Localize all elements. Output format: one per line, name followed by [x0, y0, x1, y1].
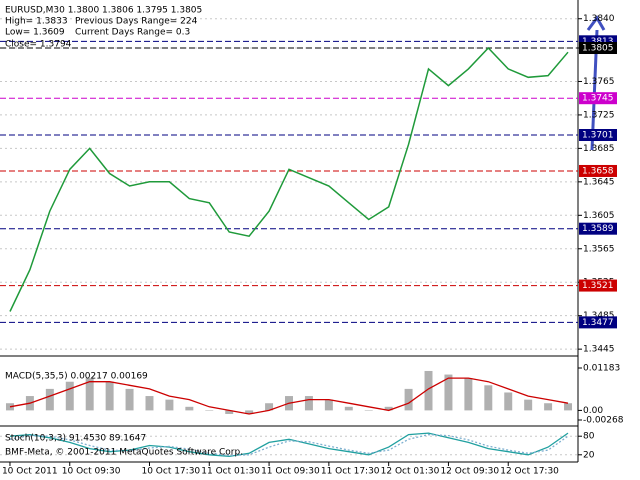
x-tick-label: 12 Oct 09:30 [440, 467, 499, 477]
y-tick-label: 1.3765 [583, 77, 615, 87]
bar [185, 406, 194, 411]
x-tick-label: 10 Oct 17:30 [141, 467, 200, 477]
y-tick-label: 1.3645 [583, 177, 615, 187]
y-tick-label: 1.3605 [583, 211, 615, 221]
annotation: Low= 1.3609 [5, 28, 65, 38]
bar [484, 385, 493, 411]
annotation: High= 1.3833 [5, 17, 68, 27]
x-tick-label: 10 Oct 2011 [2, 467, 58, 477]
level-label: 1.3658 [582, 166, 614, 176]
y-tick-label: 20 [583, 450, 595, 460]
level-label-box [579, 129, 617, 142]
annotation: Close= 1.3794 [5, 40, 72, 50]
series-line [9, 432, 569, 458]
level-label: 1.3745 [582, 94, 614, 104]
bar [404, 388, 413, 411]
bar [464, 378, 473, 411]
level-label-box [579, 316, 617, 329]
y-tick-label: 1.3445 [583, 345, 615, 355]
bar [165, 399, 174, 411]
level-label: 1.3477 [582, 318, 614, 328]
y-tick-label: 0.00 [583, 406, 603, 416]
annotation: Current Days Range= 0.3 [75, 28, 190, 38]
x-tick-label: 11 Oct 01:30 [201, 467, 260, 477]
bar [45, 388, 54, 411]
level-label: 1.3805 [582, 44, 614, 54]
level-label-box [579, 42, 617, 55]
bar [364, 410, 373, 411]
panel-title: EURUSD,M30 1.3800 1.3806 1.3795 1.3805 [5, 6, 202, 16]
x-tick-label: 11 Oct 09:30 [261, 467, 320, 477]
level-label: 1.3813 [582, 37, 614, 47]
bar [344, 406, 353, 411]
y-tick-label: 80 [583, 432, 595, 442]
level-label: 1.3521 [582, 281, 614, 291]
bar [265, 403, 274, 411]
bar [564, 403, 573, 411]
x-tick-label: 10 Oct 09:30 [62, 467, 121, 477]
y-tick-label: 1.3685 [583, 144, 615, 154]
bar [145, 396, 154, 411]
y-tick-label: 1.3485 [583, 311, 615, 321]
series-line [9, 377, 569, 415]
panel-title: MACD(5,35,5) 0.00217 0.00169 [5, 372, 148, 382]
bar [524, 399, 533, 411]
bar [105, 381, 114, 411]
bar [504, 392, 513, 411]
panel-title: Stoch(10,3,3) 91.4530 89.1647 [5, 434, 146, 444]
bar [125, 388, 134, 411]
y-tick-label: 1.3565 [583, 244, 615, 254]
y-tick-label: 1.3725 [583, 110, 615, 120]
series-line [9, 433, 569, 457]
level-label: 1.3701 [582, 131, 614, 141]
bar [444, 374, 453, 411]
bar [304, 396, 313, 411]
footer: BMF-Meta, © 2001-2011 MetaQuotes Softwar… [5, 448, 243, 458]
annotation: Previous Days Range= 224 [75, 17, 198, 27]
bar [205, 410, 214, 411]
x-tick-label: 12 Oct 01:30 [381, 467, 440, 477]
level-label-box [579, 279, 617, 292]
bar [85, 378, 94, 411]
level-label-box [579, 164, 617, 177]
x-tick-label: 12 Oct 17:30 [500, 467, 559, 477]
bar [384, 406, 393, 411]
y-tick-label: -0.00268 [583, 416, 624, 426]
bar [245, 410, 254, 414]
bar [544, 403, 553, 411]
y-tick-label: 1.3840 [583, 14, 615, 24]
bar [225, 410, 234, 414]
bar [424, 370, 433, 411]
y-tick-label: 0.01183 [583, 364, 620, 374]
level-label-box [579, 222, 617, 235]
series-line [9, 46, 569, 312]
bar [324, 399, 333, 411]
bar [65, 381, 74, 411]
bar [5, 403, 14, 411]
level-label: 1.3589 [582, 224, 614, 234]
level-label-box [579, 92, 617, 105]
x-tick-label: 11 Oct 17:30 [321, 467, 380, 477]
